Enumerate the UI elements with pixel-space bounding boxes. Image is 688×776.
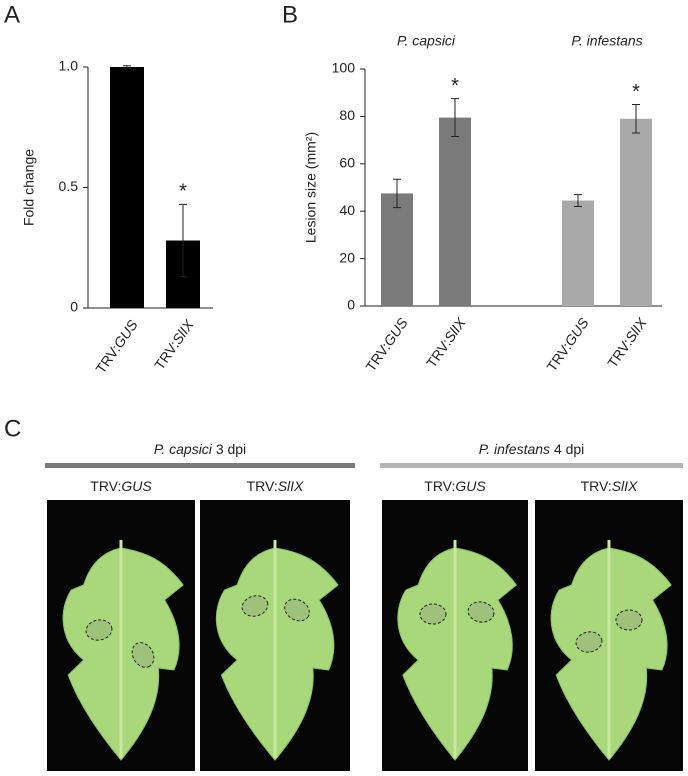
bar	[620, 118, 652, 307]
y-tick-label: 20	[339, 249, 355, 265]
y-tick-label: 0	[347, 297, 355, 313]
y-tick-label: 80	[339, 107, 355, 123]
group-title: P. capsici 3 dpi	[154, 441, 246, 457]
group-label: P. capsici	[397, 33, 456, 49]
error-bar	[393, 178, 401, 209]
panel-label: C	[4, 415, 21, 442]
bar	[562, 200, 594, 306]
error-bar	[123, 65, 131, 69]
lesion-outline	[575, 631, 603, 653]
y-tick-label: 0.5	[59, 178, 79, 194]
y-tick-label: 60	[339, 155, 355, 171]
lesion-outline	[419, 603, 447, 625]
species: P. infestans	[479, 441, 550, 457]
panel-label: A	[4, 1, 20, 28]
bar	[381, 193, 413, 306]
x-tick-label: TRV:GUS	[92, 316, 141, 376]
group-title: P. infestans 4 dpi	[479, 441, 585, 457]
leaf	[62, 547, 184, 761]
y-tick-label: 1.0	[59, 58, 79, 74]
x-tick-label: TRV:GUS	[543, 314, 592, 374]
group-bar	[45, 463, 355, 468]
error-bar	[179, 203, 187, 278]
x-tick-label: TRV:SlIX	[151, 316, 197, 372]
x-tick-label: TRV:SlIX	[604, 314, 650, 370]
lesion-outline	[284, 598, 310, 622]
bar	[439, 117, 471, 307]
group-bar	[380, 463, 683, 468]
panel-label: B	[282, 1, 298, 28]
error-bar	[632, 104, 640, 134]
image-label: TRV:SlIX	[247, 478, 304, 494]
significance-mark: *	[451, 75, 459, 97]
lesion-outline	[467, 601, 495, 623]
lesion-outline	[131, 642, 155, 668]
lesion-outline	[85, 619, 113, 641]
y-tick-label: 100	[332, 60, 356, 76]
group-label: P. infestans	[571, 33, 642, 49]
y-axis-label: Fold change	[21, 149, 37, 226]
time-point: 3 dpi	[216, 441, 246, 457]
x-tick-label: TRV:SlIX	[423, 314, 469, 370]
image-label: TRV:GUS	[90, 478, 152, 494]
error-bar	[574, 194, 582, 207]
bar	[110, 67, 144, 308]
image-label: TRV:SlIX	[581, 478, 638, 494]
species: P. capsici	[154, 441, 213, 457]
significance-mark: *	[179, 181, 187, 203]
x-tick-label: TRV:GUS	[362, 314, 411, 374]
leaf	[550, 547, 672, 761]
error-bar	[451, 98, 459, 138]
lesion-outline	[615, 609, 643, 631]
image-label: TRV:GUS	[424, 478, 486, 494]
y-tick-label: 0	[70, 299, 78, 315]
significance-mark: *	[632, 81, 640, 103]
y-tick-label: 40	[339, 202, 355, 218]
lesion-outline	[241, 595, 269, 617]
time-point: 4 dpi	[554, 441, 584, 457]
leaf	[397, 547, 518, 761]
y-axis-label: Lesion size (mm²)	[303, 132, 319, 243]
